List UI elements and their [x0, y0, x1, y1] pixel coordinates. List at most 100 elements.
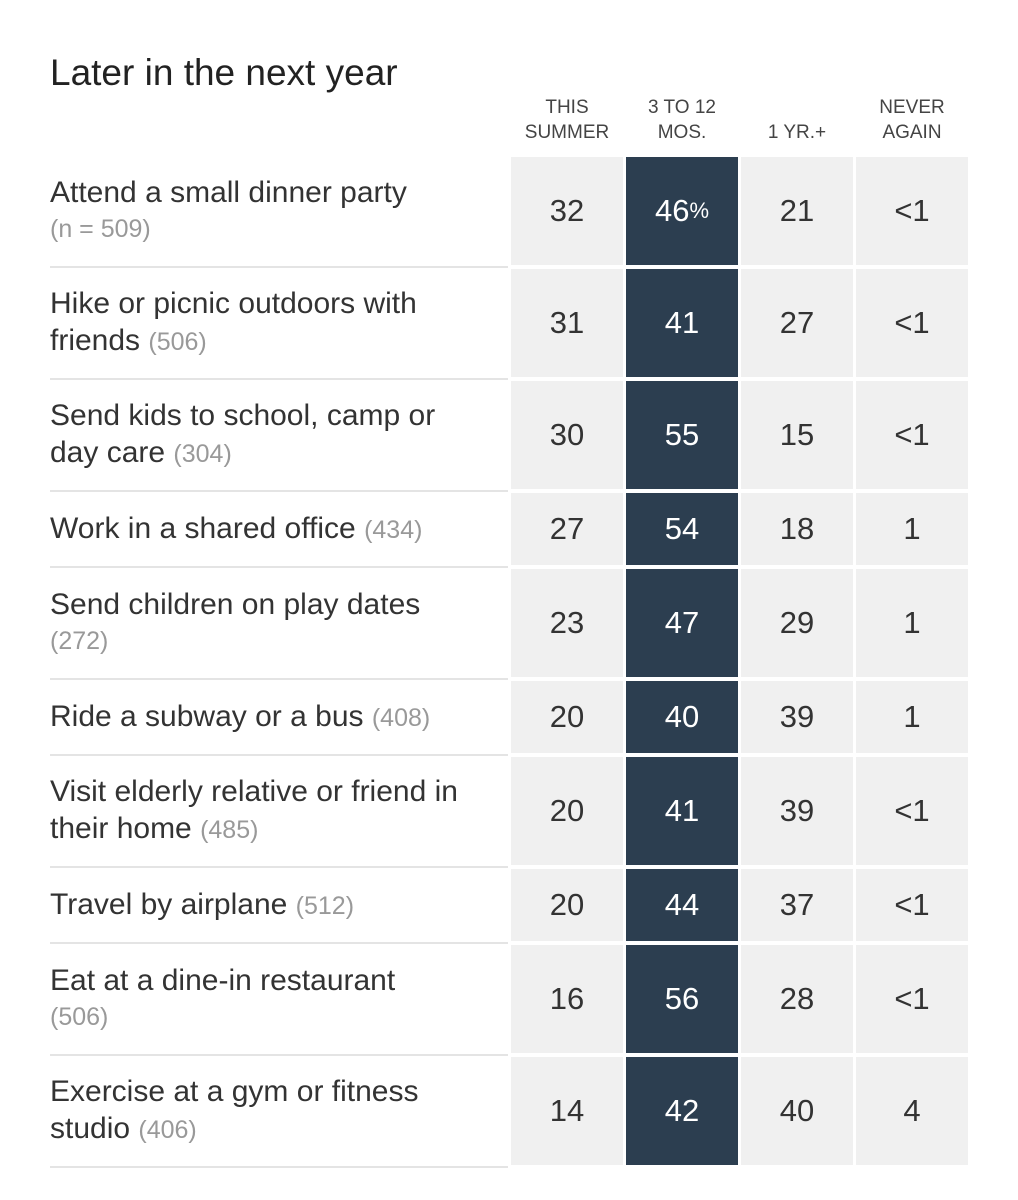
value-text: 39 — [779, 699, 815, 734]
value-text: 18 — [779, 511, 815, 546]
activity-label: Exercise at a gym or fitness studio (406… — [50, 1073, 490, 1149]
activity-text: Ride a subway or a bus — [50, 699, 372, 733]
column-header-line1: NEVER — [879, 97, 945, 118]
value-cell: 54 — [626, 493, 738, 565]
row-label: Eat at a dine-in restaurant (506) — [50, 945, 490, 1053]
value-text: 37 — [779, 887, 815, 922]
column-header-line2: 1 YR.+ — [767, 122, 827, 143]
value-cell: 27 — [741, 269, 853, 377]
row-divider — [50, 566, 508, 568]
row-label: Travel by airplane (512) — [50, 869, 490, 941]
value-text: 15 — [779, 417, 815, 452]
column-header-this-summer: THIS SUMMER — [511, 93, 623, 145]
value-cell: 37 — [741, 869, 853, 941]
activity-text: Hike or picnic outdoors with friends — [50, 287, 417, 357]
value-text: 16 — [549, 981, 585, 1016]
value-cell: <1 — [856, 269, 968, 377]
activity-text: Attend a small dinner party — [50, 176, 407, 209]
value-text: <1 — [894, 417, 930, 452]
activity-label: Travel by airplane (512) — [50, 886, 354, 925]
value-cell: <1 — [856, 157, 968, 265]
row-divider — [50, 266, 508, 268]
value-cell: 4 — [856, 1057, 968, 1165]
value-text: 28 — [779, 981, 815, 1016]
value-cell: 23 — [511, 569, 623, 677]
value-cell: 1 — [856, 493, 968, 565]
value-cell: 39 — [741, 681, 853, 753]
sample-size: (406) — [138, 1116, 197, 1144]
value-cell: 1 — [856, 681, 968, 753]
value-cell: <1 — [856, 757, 968, 865]
value-text: 1 — [903, 605, 921, 640]
value-cell: 27 — [511, 493, 623, 565]
activity-text: Send children on play dates — [50, 588, 421, 621]
sample-size: (506) — [50, 1003, 109, 1031]
value-cell: 40 — [741, 1057, 853, 1165]
value-text: 4 — [903, 1093, 921, 1128]
value-text: 47 — [664, 605, 700, 640]
sample-size: (512) — [295, 891, 355, 920]
activity-label: Ride a subway or a bus (408) — [50, 698, 430, 737]
value-cell: 39 — [741, 757, 853, 865]
value-cell: 47 — [626, 569, 738, 677]
value-text: 20 — [549, 699, 585, 734]
activity-label: Send children on play dates (272) — [50, 586, 420, 660]
value-cell: 41 — [626, 757, 738, 865]
activity-text: Eat at a dine-in restaurant — [50, 964, 396, 997]
sample-size: (485) — [200, 816, 259, 844]
value-text: 42 — [664, 1093, 700, 1128]
value-cell: 44 — [626, 869, 738, 941]
value-text: 27 — [549, 511, 585, 546]
row-divider — [50, 678, 508, 680]
value-text: 1 — [903, 511, 921, 546]
row-divider — [50, 1054, 508, 1056]
activity-label: Attend a small dinner party (n = 509) — [50, 174, 407, 248]
activity-text: Exercise at a gym or fitness studio — [50, 1075, 419, 1145]
value-cell: 55 — [626, 381, 738, 489]
sample-size: (434) — [364, 515, 423, 544]
value-cell: <1 — [856, 869, 968, 941]
value-text: <1 — [894, 793, 930, 828]
value-cell: 32 — [511, 157, 623, 265]
value-cell: 16 — [511, 945, 623, 1053]
value-text: 56 — [664, 981, 700, 1016]
value-text: 46 — [654, 193, 690, 228]
value-text: 27 — [779, 305, 815, 340]
value-text: 41 — [664, 793, 700, 828]
value-cell: 46% — [626, 157, 738, 265]
value-text: 31 — [549, 305, 585, 340]
row-label: Exercise at a gym or fitness studio (406… — [50, 1057, 490, 1165]
row-divider — [50, 754, 508, 756]
value-text: <1 — [894, 887, 930, 922]
column-header-never-again: NEVER AGAIN — [856, 93, 968, 145]
activity-text: Work in a shared office — [50, 511, 365, 545]
value-cell: 18 — [741, 493, 853, 565]
value-text: 29 — [779, 605, 815, 640]
value-text: 20 — [549, 887, 585, 922]
value-cell: 40 — [626, 681, 738, 753]
value-cell: 20 — [511, 869, 623, 941]
value-text: <1 — [894, 305, 930, 340]
sample-size: (n = 509) — [50, 215, 151, 243]
activity-text: Travel by airplane — [50, 887, 296, 921]
row-divider — [50, 490, 508, 492]
value-text: 32 — [549, 193, 585, 228]
value-cell: 29 — [741, 569, 853, 677]
value-text: 44 — [664, 887, 700, 922]
value-cell: 20 — [511, 757, 623, 865]
value-cell: <1 — [856, 381, 968, 489]
row-label: Send kids to school, camp or day care (3… — [50, 381, 490, 489]
value-text: 40 — [664, 699, 700, 734]
value-cell: 15 — [741, 381, 853, 489]
row-label: Attend a small dinner party (n = 509) — [50, 157, 490, 265]
value-text: 40 — [779, 1093, 815, 1128]
column-header-line2: AGAIN — [882, 122, 942, 143]
row-label: Send children on play dates (272) — [50, 569, 490, 677]
chart-title: Later in the next year — [50, 52, 398, 93]
sample-size: (304) — [173, 440, 232, 468]
column-header-line1: THIS — [545, 97, 589, 118]
value-text: 23 — [549, 605, 585, 640]
row-divider — [50, 378, 508, 380]
value-cell: 1 — [856, 569, 968, 677]
value-cell: 41 — [626, 269, 738, 377]
